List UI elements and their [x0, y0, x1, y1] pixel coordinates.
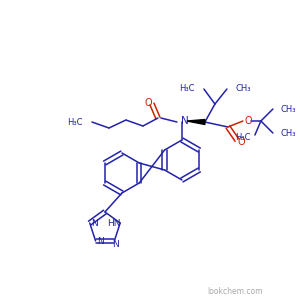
- Text: H₃C: H₃C: [68, 118, 83, 127]
- Text: N: N: [181, 116, 189, 126]
- Text: O: O: [144, 98, 152, 108]
- Text: CH₃: CH₃: [281, 104, 296, 113]
- Text: N: N: [97, 237, 104, 246]
- Text: CH₃: CH₃: [281, 128, 296, 137]
- Text: O: O: [237, 137, 245, 147]
- Text: N: N: [92, 218, 98, 227]
- Text: HN: HN: [107, 218, 121, 227]
- Text: H₃C: H₃C: [236, 133, 251, 142]
- Polygon shape: [187, 119, 205, 124]
- Text: N: N: [112, 240, 119, 249]
- Text: CH₃: CH₃: [236, 83, 251, 92]
- Text: O: O: [244, 116, 252, 126]
- Text: H₃C: H₃C: [179, 83, 195, 92]
- Text: lookchem.com: lookchem.com: [207, 287, 263, 296]
